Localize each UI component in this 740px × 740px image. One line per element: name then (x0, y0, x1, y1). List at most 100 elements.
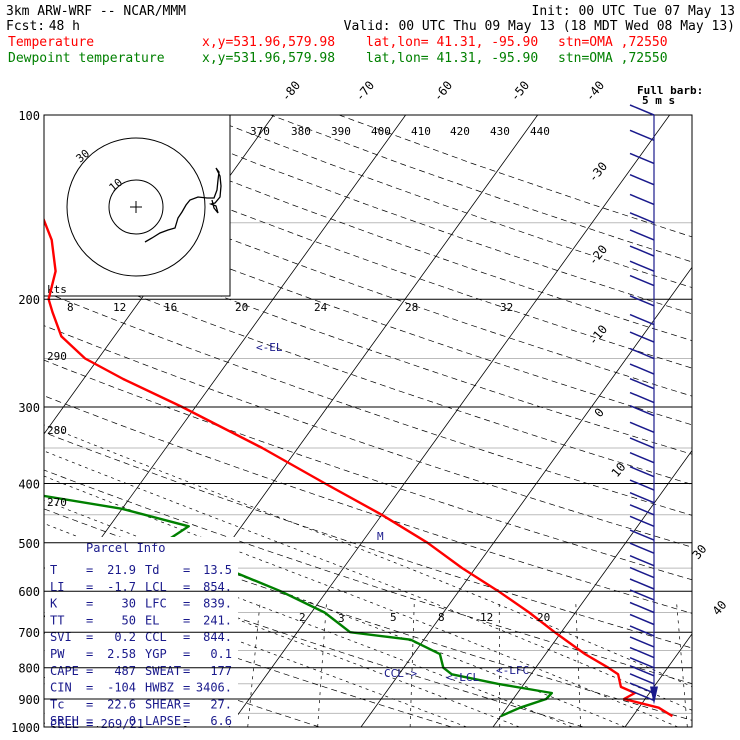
parcel-info-value: 854. (203, 580, 232, 594)
init-time: Init: 00 UTC Tue 07 May 13 (532, 4, 736, 19)
pressure-tick-label: 900 (18, 693, 40, 707)
parcel-info-value: Tc (50, 697, 64, 711)
isotherm-label: 30 (690, 542, 710, 562)
wind-barb (629, 515, 655, 528)
theta-label: 280 (47, 424, 67, 437)
wind-barb (629, 673, 655, 685)
mixing-ratio-line (676, 599, 688, 727)
isotherm-label: -20 (586, 242, 611, 268)
legend-dewpoint: Dewpoint temperature (8, 51, 165, 66)
wind-barb (629, 377, 655, 390)
hodograph-ring-outer (66, 137, 206, 277)
isotherm-line (492, 449, 692, 727)
pressure-tick-label: 100 (18, 109, 40, 123)
marker-lfc: <-LFC (496, 664, 529, 677)
pressure-tick-label: 600 (18, 585, 40, 599)
wind-barb (629, 152, 655, 165)
wind-barb (629, 554, 655, 567)
wind-barb (629, 363, 655, 375)
moist-adiabat-line (44, 545, 520, 727)
parcel-info-value: 177 (210, 664, 232, 678)
wind-barb (629, 421, 655, 434)
wind-barb (629, 391, 655, 404)
moist-adiabat-line (44, 475, 678, 727)
parcel-info-value: = (86, 597, 93, 611)
parcel-info-value: 30 (122, 597, 136, 611)
parcel-info-value: LFC (145, 597, 167, 611)
dry-adiabat-line (44, 589, 452, 727)
parcel-info-value: T (50, 563, 57, 577)
parcel-info-value: Td (145, 563, 159, 577)
isotherm-label: -10 (586, 322, 611, 348)
isotherm-label: 40 (710, 598, 730, 618)
hodograph-speed-label: 8 (67, 301, 74, 314)
theta-label: 410 (411, 125, 431, 138)
mixing-ratio-line (247, 599, 261, 727)
wind-barb (629, 665, 655, 677)
parcel-info-value: = (183, 647, 190, 661)
wind-barb (629, 313, 655, 326)
dry-adiabat-line (44, 258, 692, 485)
hodograph-frame (43, 114, 231, 297)
theta-label: 440 (530, 125, 550, 138)
wind-barb-base (650, 686, 658, 705)
parcel-info-value: LAPSE (145, 714, 181, 728)
isotherm-line (624, 633, 692, 727)
hodograph-speed-ticks: 8 12 16 20 24 28 32 (67, 301, 513, 314)
dew-loc-latlon: lat,lon= 41.31, -95.90 (366, 51, 538, 66)
legend-temperature: Temperature (8, 35, 94, 50)
hodograph: 10 30 kts (43, 114, 231, 297)
wind-barb (629, 646, 655, 659)
hodograph-trace (144, 167, 222, 243)
parcel-info-value: = (183, 630, 190, 644)
parcel-info-value: = (183, 563, 190, 577)
parcel-info-value: 21.9 (107, 563, 136, 577)
isotherm-line (360, 266, 692, 727)
parcel-info-value: = (183, 580, 190, 594)
parcel-info-value: LCL (145, 580, 167, 594)
parcel-info-value: 241. (203, 613, 232, 627)
marker-lcl: <-LCL (446, 671, 479, 684)
parcel-info-value: = (86, 697, 93, 711)
temp-loc-stn: stn=OMA ,72550 (558, 35, 668, 50)
isotherm-label: -40 (583, 78, 608, 104)
pressure-tick-label: 1000 (11, 721, 40, 735)
wind-barb (629, 229, 655, 241)
wind-barb (629, 529, 655, 541)
pressure-tick-label: 700 (18, 626, 40, 640)
parcel-info-value: = (183, 664, 190, 678)
isotherm-label: -50 (508, 78, 533, 104)
pressure-tick-label: 400 (18, 477, 40, 491)
parcel-info-value: = (183, 613, 190, 627)
isotherm-label: 10 (609, 460, 629, 480)
wind-barb (629, 542, 655, 554)
parcel-info-value: = (86, 613, 93, 627)
wind-barb (629, 193, 655, 206)
parcel-info-value: = (86, 714, 93, 728)
parcel-info-value: = (86, 664, 93, 678)
mixing-ratio-label: 3 (338, 612, 345, 625)
temp-loc-latlon: lat,lon= 41.31, -95.90 (366, 35, 538, 50)
hodograph-speed-label: 24 (314, 301, 328, 314)
theta-label: 390 (331, 125, 351, 138)
parcel-info-value: SWEAT (145, 664, 181, 678)
parcel-info-value: 0 (129, 714, 136, 728)
parcel-info-value: 22.6 (107, 697, 136, 711)
wind-barb (629, 589, 655, 601)
marker-m: M (377, 530, 384, 543)
isotherm-label: -70 (353, 78, 378, 104)
mixing-ratio-line (575, 599, 582, 727)
parcel-info-value: SREH (50, 714, 79, 728)
wind-barb (629, 347, 655, 360)
wind-barb (629, 613, 655, 626)
parcel-info-value: CIN (50, 681, 72, 695)
mixing-ratio-line (498, 599, 501, 727)
theta-label: 380 (291, 125, 311, 138)
fcst-value: 48 h (49, 19, 80, 34)
marker-ccl: CCL-> (384, 667, 417, 680)
parcel-info-value: HWBZ (145, 681, 174, 695)
mixing-ratio-label: 12 (480, 611, 493, 624)
wind-barb (629, 625, 655, 637)
parcel-info-box: Parcel Info T = 21.9 Td = 13.5 LI = -1.7 LCL = 854.… (45, 537, 238, 731)
dry-adiabat-line (44, 359, 692, 581)
